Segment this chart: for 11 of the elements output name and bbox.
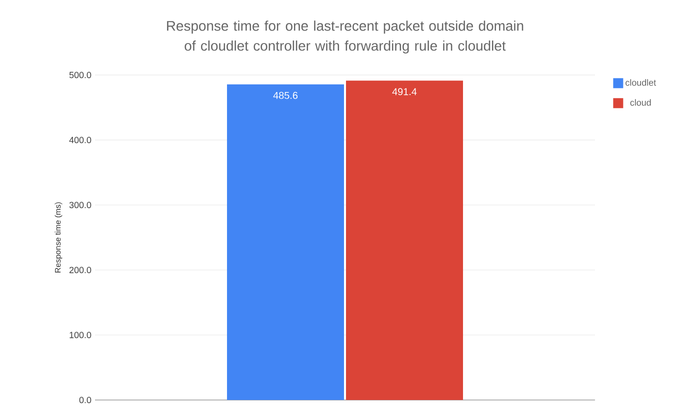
- y-tick-label: 100.0: [70, 332, 92, 338]
- y-tick-label: 400.0: [69, 136, 92, 144]
- y-tick-label: 200.0: [69, 266, 92, 274]
- legend-label: cloudlet: [626, 79, 656, 86]
- y-tick-label: 500.0: [69, 72, 92, 78]
- chart-title: Response time for one last-recent packet outside domain of cloudlet controller with forwarding rule in cloudlet: [167, 20, 524, 54]
- legend-label: cloud: [630, 99, 651, 106]
- data-label: 485.6: [273, 92, 298, 99]
- y-tick-label: 300.0: [69, 202, 92, 208]
- y-tick-label: 0.0: [79, 396, 92, 404]
- data-label: 491.4: [392, 88, 417, 96]
